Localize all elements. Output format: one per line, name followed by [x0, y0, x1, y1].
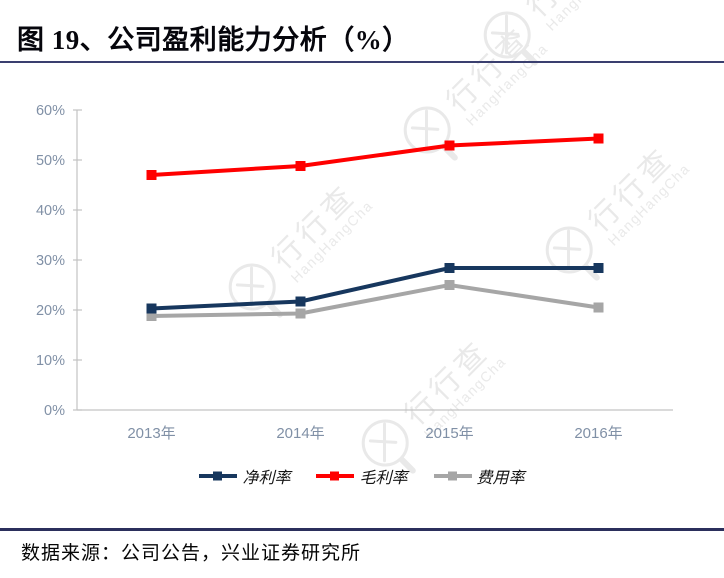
y-tick-label: 30% — [36, 253, 65, 269]
legend-label-expense-ratio: 费用率 — [476, 470, 525, 487]
data-point-gross-margin-2014年 — [295, 161, 306, 171]
data-point-net-margin-2014年 — [295, 296, 306, 307]
series-line-expense-ratio — [151, 282, 599, 318]
data-point-expense-ratio-2014年 — [295, 308, 306, 319]
footer-divider — [0, 528, 724, 531]
legend-marker-net-margin — [199, 471, 238, 481]
y-tick-label: 60% — [36, 103, 65, 119]
watermark-en-text: HangHangCha — [543, 0, 631, 34]
legend-label-gross-margin: 毛利率 — [359, 470, 408, 487]
legend-marker-gross-margin — [316, 471, 355, 481]
legend-marker-expense-ratio — [433, 471, 472, 481]
data-point-net-margin-2016年 — [593, 263, 604, 273]
data-point-gross-margin-2016年 — [593, 133, 604, 144]
title-divider — [0, 61, 724, 63]
data-point-net-margin-2015年 — [444, 263, 455, 273]
y-tick-label: 50% — [36, 153, 65, 169]
data-point-gross-margin-2015年 — [444, 140, 455, 151]
legend-item-net-margin: 净利率 — [199, 464, 290, 488]
source-note: 数据来源：公司公告，兴业证券研究所 — [21, 543, 362, 564]
y-tick-label: 40% — [36, 203, 65, 219]
data-point-gross-margin-2013年 — [146, 170, 157, 180]
x-tick-label: 2013年 — [127, 425, 175, 442]
series-line-gross-margin — [151, 136, 599, 177]
y-tick-label: 20% — [36, 303, 65, 319]
watermark-cn-text: 行行查 — [521, 0, 620, 24]
legend-item-gross-margin: 毛利率 — [316, 464, 408, 488]
data-point-net-margin-2013年 — [146, 303, 157, 314]
figure-title: 图 19、公司盈利能力分析（%） — [17, 25, 410, 55]
y-tick-label: 0% — [44, 403, 65, 419]
profitability-line-chart: 0% 10% 20% 30% 40% 50% 60% 2013年 2014年 2015年 2016年 — [36, 103, 673, 442]
x-tick-label: 2014年 — [276, 425, 324, 442]
data-point-expense-ratio-2013年 — [146, 311, 157, 321]
data-point-expense-ratio-2015年 — [444, 280, 455, 290]
legend-item-expense-ratio: 费用率 — [433, 464, 525, 488]
x-tick-label: 2016年 — [574, 425, 622, 442]
x-tick-label: 2015年 — [425, 425, 473, 442]
legend-label-net-margin: 净利率 — [242, 470, 291, 487]
series-line-net-margin — [151, 266, 599, 311]
y-tick-label: 10% — [36, 353, 65, 369]
chart-legend: 净利率 毛利率 费用率 — [0, 464, 724, 488]
data-point-expense-ratio-2016年 — [593, 302, 604, 313]
